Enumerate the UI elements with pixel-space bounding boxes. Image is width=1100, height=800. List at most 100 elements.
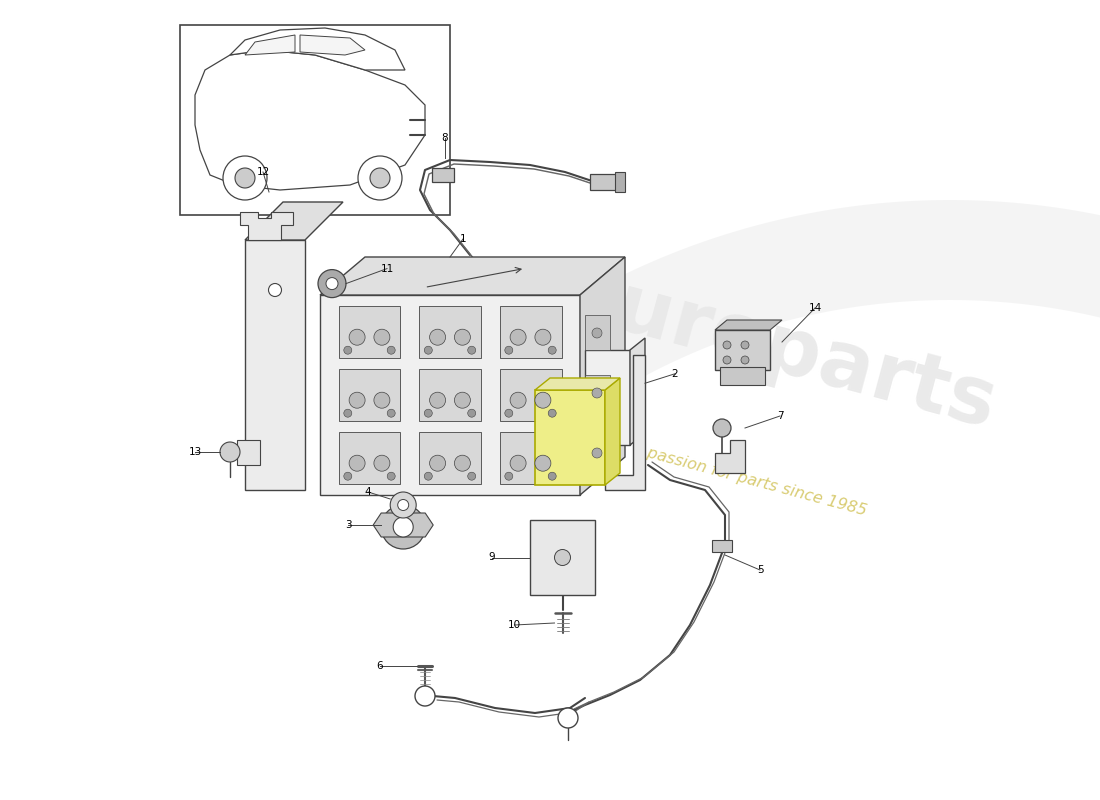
Circle shape bbox=[723, 356, 732, 364]
Text: 10: 10 bbox=[508, 620, 521, 630]
Polygon shape bbox=[230, 28, 405, 70]
Bar bbox=[339, 369, 400, 421]
Circle shape bbox=[344, 346, 352, 354]
Bar bbox=[585, 350, 630, 445]
Bar bbox=[499, 369, 561, 421]
Circle shape bbox=[741, 341, 749, 349]
Circle shape bbox=[510, 455, 526, 471]
Bar bbox=[419, 369, 481, 421]
Bar bbox=[339, 306, 400, 358]
Polygon shape bbox=[240, 212, 293, 240]
Circle shape bbox=[723, 341, 732, 349]
Circle shape bbox=[592, 328, 602, 338]
Circle shape bbox=[505, 410, 513, 418]
Circle shape bbox=[358, 156, 402, 200]
Polygon shape bbox=[245, 240, 305, 490]
Polygon shape bbox=[630, 338, 645, 445]
Bar bbox=[419, 432, 481, 484]
Text: 7: 7 bbox=[777, 411, 783, 421]
Text: 13: 13 bbox=[188, 447, 201, 457]
Bar bbox=[585, 315, 611, 350]
Circle shape bbox=[425, 410, 432, 418]
Polygon shape bbox=[715, 440, 745, 473]
Circle shape bbox=[344, 472, 352, 480]
Circle shape bbox=[430, 392, 446, 408]
Text: europarts: europarts bbox=[554, 254, 1005, 446]
Text: 14: 14 bbox=[808, 303, 822, 313]
Circle shape bbox=[510, 330, 526, 346]
Circle shape bbox=[370, 168, 390, 188]
Bar bbox=[432, 168, 454, 182]
Circle shape bbox=[374, 392, 389, 408]
Circle shape bbox=[326, 278, 338, 290]
Circle shape bbox=[535, 455, 551, 471]
Bar bbox=[499, 306, 561, 358]
Bar bbox=[715, 330, 770, 370]
Circle shape bbox=[454, 330, 471, 346]
Circle shape bbox=[374, 330, 389, 346]
Text: 8: 8 bbox=[442, 133, 449, 143]
Bar bbox=[339, 432, 400, 484]
Bar bbox=[590, 174, 618, 190]
Circle shape bbox=[454, 455, 471, 471]
Circle shape bbox=[592, 448, 602, 458]
Circle shape bbox=[425, 472, 432, 480]
Text: 11: 11 bbox=[381, 264, 394, 274]
Bar bbox=[180, 25, 450, 215]
Circle shape bbox=[510, 392, 526, 408]
Circle shape bbox=[398, 499, 409, 510]
Bar bbox=[585, 435, 611, 470]
Circle shape bbox=[454, 392, 471, 408]
Text: 12: 12 bbox=[256, 167, 270, 177]
Polygon shape bbox=[300, 35, 365, 55]
Bar bbox=[720, 367, 764, 385]
Text: 3: 3 bbox=[345, 520, 352, 530]
Text: 4: 4 bbox=[365, 487, 372, 497]
Circle shape bbox=[535, 330, 551, 346]
Circle shape bbox=[468, 410, 475, 418]
Polygon shape bbox=[605, 355, 645, 490]
Bar bbox=[499, 432, 561, 484]
Polygon shape bbox=[580, 257, 625, 495]
Polygon shape bbox=[320, 295, 580, 495]
Polygon shape bbox=[245, 202, 343, 240]
Circle shape bbox=[344, 410, 352, 418]
Circle shape bbox=[382, 505, 426, 549]
Circle shape bbox=[223, 156, 267, 200]
Circle shape bbox=[430, 455, 446, 471]
Polygon shape bbox=[245, 35, 295, 55]
Bar bbox=[712, 540, 732, 552]
Text: 2: 2 bbox=[672, 369, 679, 378]
Circle shape bbox=[548, 472, 557, 480]
Text: a passion for parts since 1985: a passion for parts since 1985 bbox=[631, 442, 869, 518]
Circle shape bbox=[393, 517, 414, 537]
Circle shape bbox=[425, 346, 432, 354]
Circle shape bbox=[505, 346, 513, 354]
Circle shape bbox=[554, 550, 571, 566]
Circle shape bbox=[468, 472, 475, 480]
Circle shape bbox=[349, 392, 365, 408]
Polygon shape bbox=[373, 513, 433, 537]
Circle shape bbox=[235, 168, 255, 188]
Circle shape bbox=[415, 686, 434, 706]
Text: 6: 6 bbox=[376, 661, 383, 671]
Polygon shape bbox=[195, 50, 425, 190]
Polygon shape bbox=[715, 320, 782, 330]
Polygon shape bbox=[605, 378, 620, 485]
Circle shape bbox=[387, 472, 395, 480]
Text: 5: 5 bbox=[757, 565, 763, 575]
Text: 1: 1 bbox=[460, 234, 466, 244]
Circle shape bbox=[387, 346, 395, 354]
Circle shape bbox=[535, 392, 551, 408]
Circle shape bbox=[505, 472, 513, 480]
Circle shape bbox=[558, 708, 578, 728]
Polygon shape bbox=[535, 378, 620, 390]
Circle shape bbox=[468, 346, 475, 354]
Bar bbox=[530, 520, 595, 595]
Circle shape bbox=[592, 388, 602, 398]
Text: 9: 9 bbox=[488, 553, 495, 562]
Circle shape bbox=[548, 410, 557, 418]
Circle shape bbox=[713, 419, 732, 437]
Bar bbox=[419, 306, 481, 358]
Circle shape bbox=[374, 455, 389, 471]
